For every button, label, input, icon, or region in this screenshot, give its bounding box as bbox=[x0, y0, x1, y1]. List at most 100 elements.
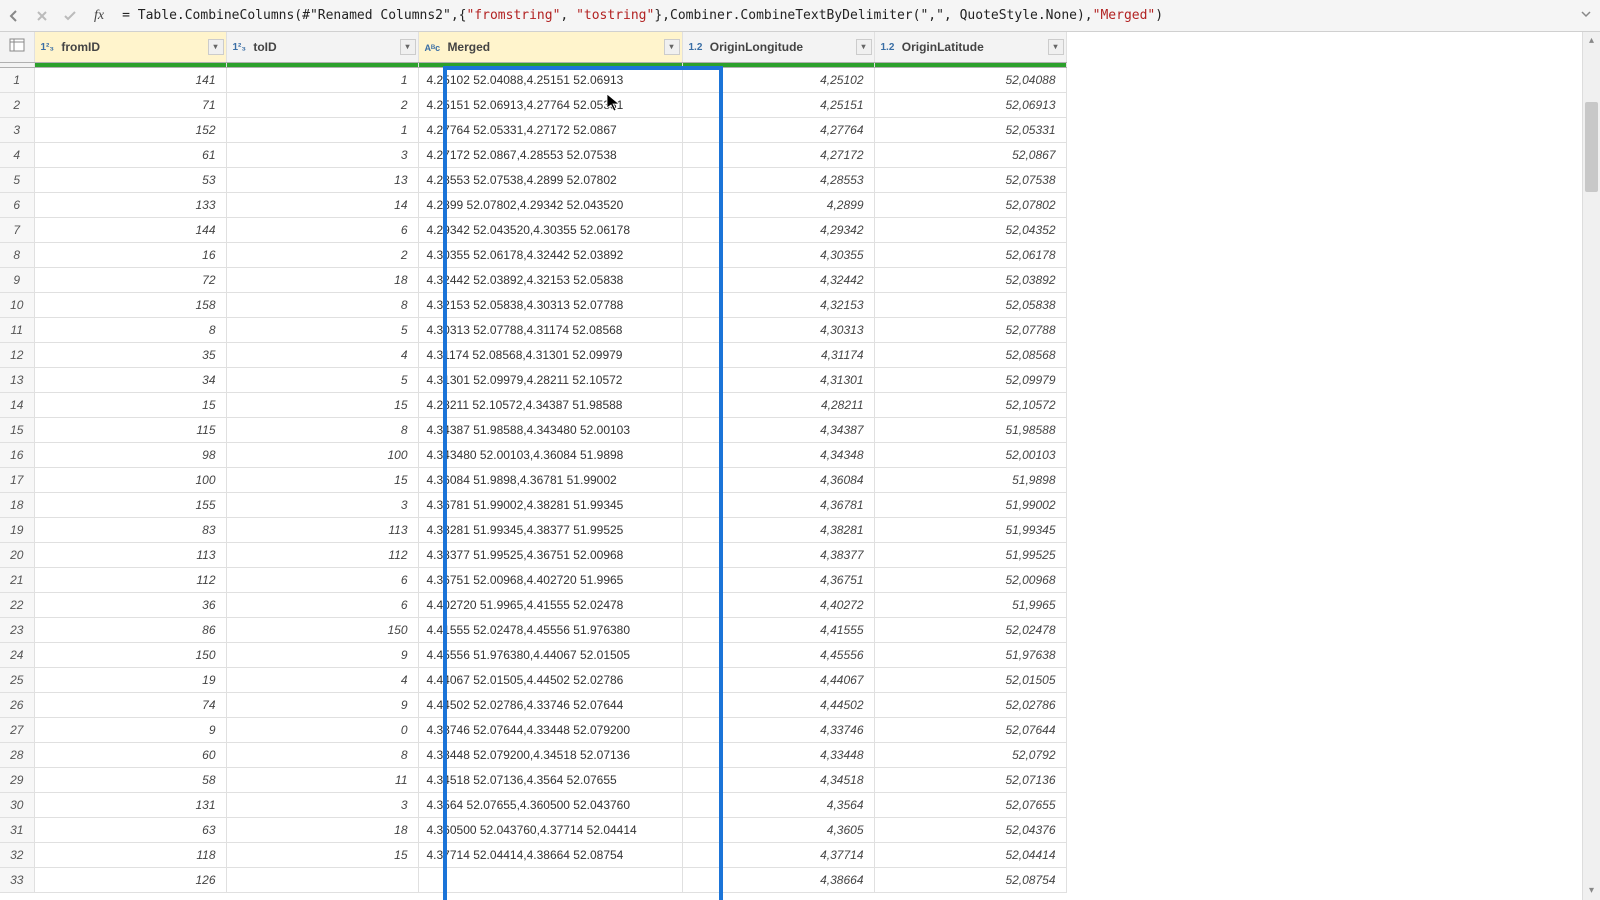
cell-merged[interactable]: 4.25102 52.04088,4.25151 52.06913 bbox=[418, 67, 682, 92]
cell-originlatitude[interactable]: 52,05331 bbox=[874, 117, 1066, 142]
cell-originlongitude[interactable]: 4,25102 bbox=[682, 67, 874, 92]
cell-originlatitude[interactable]: 52,07655 bbox=[874, 792, 1066, 817]
cell-originlongitude[interactable]: 4,3564 bbox=[682, 792, 874, 817]
cell-fromid[interactable]: 86 bbox=[34, 617, 226, 642]
table-row[interactable]: 714464.29342 52.043520,4.30355 52.061784… bbox=[0, 217, 1066, 242]
cell-merged[interactable]: 4.45556 51.976380,4.44067 52.01505 bbox=[418, 642, 682, 667]
cell-merged[interactable]: 4.36751 52.00968,4.402720 51.9965 bbox=[418, 567, 682, 592]
cell-originlongitude[interactable]: 4,36781 bbox=[682, 492, 874, 517]
cell-merged[interactable]: 4.32153 52.05838,4.30313 52.07788 bbox=[418, 292, 682, 317]
cell-originlongitude[interactable]: 4,32153 bbox=[682, 292, 874, 317]
cell-fromid[interactable]: 9 bbox=[34, 717, 226, 742]
cell-toid[interactable]: 6 bbox=[226, 217, 418, 242]
cell-originlongitude[interactable]: 4,36084 bbox=[682, 467, 874, 492]
table-row[interactable]: 17100154.36084 51.9898,4.36781 51.990024… bbox=[0, 467, 1066, 492]
cell-originlatitude[interactable]: 52,04414 bbox=[874, 842, 1066, 867]
cell-toid[interactable]: 0 bbox=[226, 717, 418, 742]
cell-originlatitude[interactable]: 52,01505 bbox=[874, 667, 1066, 692]
cell-fromid[interactable]: 115 bbox=[34, 417, 226, 442]
cell-fromid[interactable]: 61 bbox=[34, 142, 226, 167]
cell-fromid[interactable]: 15 bbox=[34, 392, 226, 417]
cell-toid[interactable]: 3 bbox=[226, 142, 418, 167]
table-row[interactable]: 27124.25151 52.06913,4.27764 52.053314,2… bbox=[0, 92, 1066, 117]
cell-toid[interactable]: 2 bbox=[226, 242, 418, 267]
cell-fromid[interactable]: 113 bbox=[34, 542, 226, 567]
cell-merged[interactable]: 4.27172 52.0867,4.28553 52.07538 bbox=[418, 142, 682, 167]
cell-toid[interactable]: 8 bbox=[226, 292, 418, 317]
cell-toid[interactable]: 8 bbox=[226, 742, 418, 767]
cell-originlatitude[interactable]: 52,09979 bbox=[874, 367, 1066, 392]
cell-toid[interactable]: 4 bbox=[226, 342, 418, 367]
cell-merged[interactable]: 4.360500 52.043760,4.37714 52.04414 bbox=[418, 817, 682, 842]
cell-merged[interactable]: 4.44502 52.02786,4.33746 52.07644 bbox=[418, 692, 682, 717]
cell-toid[interactable]: 1 bbox=[226, 117, 418, 142]
table-row[interactable]: 553134.28553 52.07538,4.2899 52.078024,2… bbox=[0, 167, 1066, 192]
cell-merged[interactable]: 4.31301 52.09979,4.28211 52.10572 bbox=[418, 367, 682, 392]
cell-merged[interactable]: 4.31174 52.08568,4.31301 52.09979 bbox=[418, 342, 682, 367]
cell-fromid[interactable]: 8 bbox=[34, 317, 226, 342]
column-header-originlongitude[interactable]: 1.2 OriginLongitude ▾ bbox=[682, 32, 874, 62]
cell-merged[interactable]: 4.2899 52.07802,4.29342 52.043520 bbox=[418, 192, 682, 217]
cell-originlongitude[interactable]: 4,38664 bbox=[682, 867, 874, 892]
cell-originlatitude[interactable]: 51,97638 bbox=[874, 642, 1066, 667]
table-row[interactable]: 133454.31301 52.09979,4.28211 52.105724,… bbox=[0, 367, 1066, 392]
cell-fromid[interactable]: 19 bbox=[34, 667, 226, 692]
cell-toid[interactable]: 13 bbox=[226, 167, 418, 192]
cell-originlongitude[interactable]: 4,37714 bbox=[682, 842, 874, 867]
filter-icon[interactable]: ▾ bbox=[1048, 39, 1064, 55]
cell-merged[interactable]: 4.30313 52.07788,4.31174 52.08568 bbox=[418, 317, 682, 342]
cell-originlatitude[interactable]: 52,00968 bbox=[874, 567, 1066, 592]
cell-toid[interactable]: 11 bbox=[226, 767, 418, 792]
cell-fromid[interactable]: 126 bbox=[34, 867, 226, 892]
cell-merged[interactable]: 4.36084 51.9898,4.36781 51.99002 bbox=[418, 467, 682, 492]
cell-toid[interactable]: 4 bbox=[226, 667, 418, 692]
table-row[interactable]: 23861504.41555 52.02478,4.45556 51.97638… bbox=[0, 617, 1066, 642]
cell-originlatitude[interactable]: 52,04352 bbox=[874, 217, 1066, 242]
cell-originlatitude[interactable]: 52,07788 bbox=[874, 317, 1066, 342]
cell-fromid[interactable]: 72 bbox=[34, 267, 226, 292]
cell-toid[interactable]: 15 bbox=[226, 842, 418, 867]
cell-toid[interactable]: 15 bbox=[226, 467, 418, 492]
filter-icon[interactable]: ▾ bbox=[400, 39, 416, 55]
table-row[interactable]: 972184.32442 52.03892,4.32153 52.058384,… bbox=[0, 267, 1066, 292]
table-row[interactable]: 123544.31174 52.08568,4.31301 52.099794,… bbox=[0, 342, 1066, 367]
table-row[interactable]: 267494.44502 52.02786,4.33746 52.076444,… bbox=[0, 692, 1066, 717]
cell-originlongitude[interactable]: 4,27764 bbox=[682, 117, 874, 142]
cell-merged[interactable]: 4.32442 52.03892,4.32153 52.05838 bbox=[418, 267, 682, 292]
cell-fromid[interactable]: 141 bbox=[34, 67, 226, 92]
cell-toid[interactable] bbox=[226, 867, 418, 892]
cell-fromid[interactable]: 131 bbox=[34, 792, 226, 817]
filter-icon[interactable]: ▾ bbox=[856, 39, 872, 55]
cell-originlongitude[interactable]: 4,33448 bbox=[682, 742, 874, 767]
cell-originlongitude[interactable]: 4,34518 bbox=[682, 767, 874, 792]
cell-merged[interactable]: 4.33746 52.07644,4.33448 52.079200 bbox=[418, 717, 682, 742]
cell-toid[interactable]: 112 bbox=[226, 542, 418, 567]
cell-merged[interactable]: 4.34518 52.07136,4.3564 52.07655 bbox=[418, 767, 682, 792]
cell-fromid[interactable]: 16 bbox=[34, 242, 226, 267]
cell-originlatitude[interactable]: 51,98588 bbox=[874, 417, 1066, 442]
cell-originlongitude[interactable]: 4,31301 bbox=[682, 367, 874, 392]
cell-fromid[interactable]: 150 bbox=[34, 642, 226, 667]
cell-originlatitude[interactable]: 51,9898 bbox=[874, 467, 1066, 492]
cell-originlongitude[interactable]: 4,27172 bbox=[682, 142, 874, 167]
cell-toid[interactable]: 3 bbox=[226, 492, 418, 517]
cell-originlongitude[interactable]: 4,34387 bbox=[682, 417, 874, 442]
cell-originlongitude[interactable]: 4,2899 bbox=[682, 192, 874, 217]
table-row[interactable]: 1815534.36781 51.99002,4.38281 51.993454… bbox=[0, 492, 1066, 517]
cell-originlongitude[interactable]: 4,41555 bbox=[682, 617, 874, 642]
table-row[interactable]: 46134.27172 52.0867,4.28553 52.075384,27… bbox=[0, 142, 1066, 167]
cell-originlatitude[interactable]: 52,04376 bbox=[874, 817, 1066, 842]
cell-originlongitude[interactable]: 4,32442 bbox=[682, 267, 874, 292]
scroll-thumb[interactable] bbox=[1585, 102, 1598, 192]
vertical-scrollbar[interactable]: ▴ ▾ bbox=[1582, 32, 1600, 900]
column-header-fromid[interactable]: 1²₃ fromID ▾ bbox=[34, 32, 226, 62]
table-row[interactable]: 11854.30313 52.07788,4.31174 52.085684,3… bbox=[0, 317, 1066, 342]
cell-fromid[interactable]: 35 bbox=[34, 342, 226, 367]
formula-input[interactable]: = Table.CombineColumns(#"Renamed Columns… bbox=[118, 6, 1568, 25]
cell-merged[interactable]: 4.37714 52.04414,4.38664 52.08754 bbox=[418, 842, 682, 867]
cell-merged[interactable]: 4.343480 52.00103,4.36084 51.9898 bbox=[418, 442, 682, 467]
table-row[interactable]: 201131124.38377 51.99525,4.36751 52.0096… bbox=[0, 542, 1066, 567]
cell-originlongitude[interactable]: 4,40272 bbox=[682, 592, 874, 617]
cell-originlatitude[interactable]: 52,07644 bbox=[874, 717, 1066, 742]
cell-originlongitude[interactable]: 4,45556 bbox=[682, 642, 874, 667]
